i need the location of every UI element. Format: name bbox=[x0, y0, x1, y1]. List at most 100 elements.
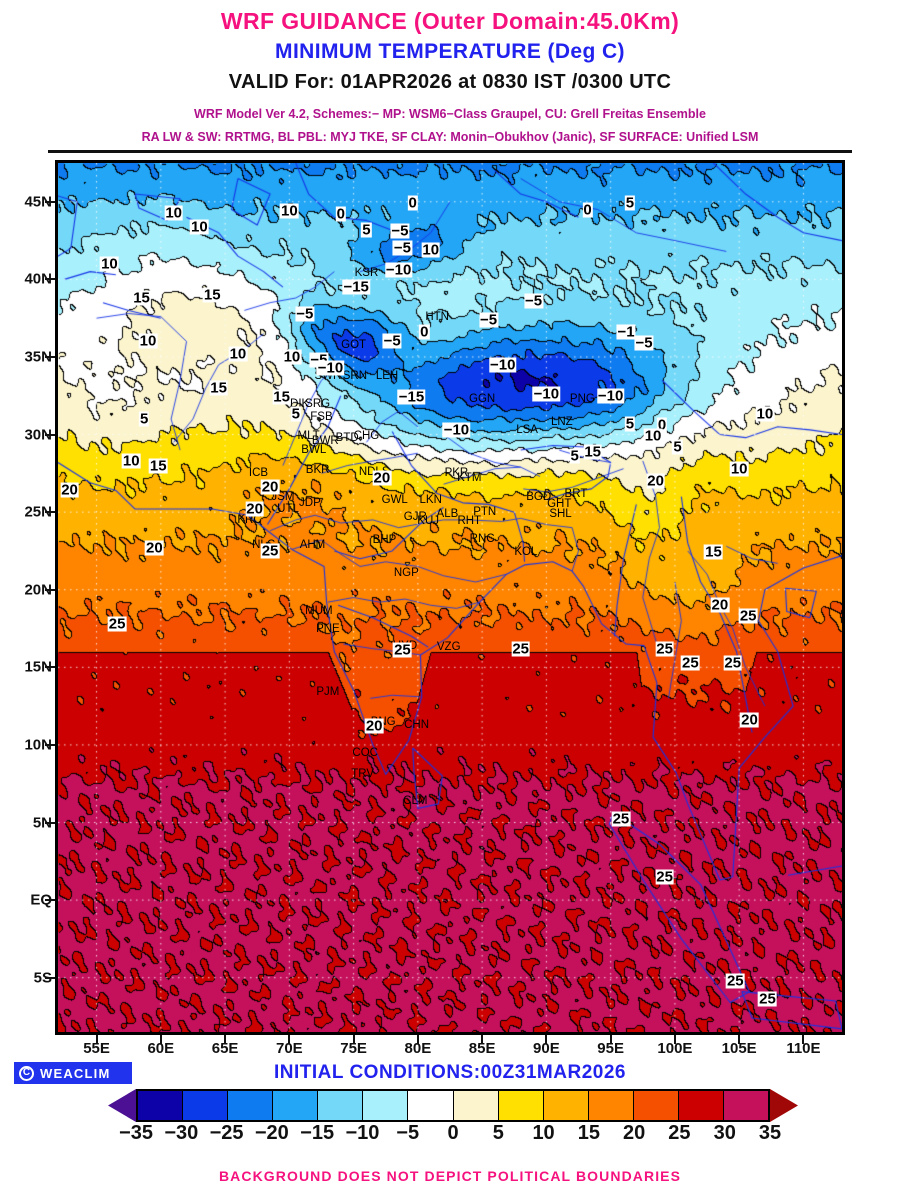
latitude-tick-mark bbox=[45, 278, 55, 281]
latitude-tick-label: 40N bbox=[24, 270, 52, 288]
colorbar-cell bbox=[588, 1091, 634, 1120]
initial-conditions-text: INITIAL CONDITIONS:00Z31MAR2026 bbox=[274, 1062, 626, 1083]
longitude-tick-label: 55E bbox=[83, 1040, 110, 1057]
colorbar-tick: 35 bbox=[758, 1122, 782, 1144]
longitude-tick-mark bbox=[95, 1035, 98, 1044]
city-label: PNE bbox=[316, 622, 340, 635]
colorbar-cell bbox=[633, 1091, 679, 1120]
city-label: GHT bbox=[547, 498, 572, 511]
weaclim-label: WEACLIM bbox=[40, 1065, 111, 1081]
colorbar-tick: −35 bbox=[119, 1122, 153, 1144]
latitude-tick-label: 5N bbox=[32, 814, 52, 831]
temperature-map[interactable]: KSR HTN GOT SRN LEH GGN SWR DIK SRG FSB MLT BWR BTD C… bbox=[55, 160, 845, 1035]
latitude-tick-label: 5S bbox=[33, 969, 52, 987]
contour-label: 10 bbox=[121, 452, 141, 470]
contour-label: 15 bbox=[202, 286, 222, 304]
colorbar-cell bbox=[228, 1091, 274, 1120]
valid-time-text: VALID For: 01APR2026 at 0830 IST /0300 U… bbox=[228, 71, 672, 93]
city-label: BTD bbox=[335, 431, 359, 444]
city-label: AHM bbox=[299, 538, 326, 551]
contour-label: 15 bbox=[209, 379, 228, 397]
contour-label: 10 bbox=[421, 241, 441, 259]
latitude-tick-mark bbox=[45, 976, 55, 979]
colorbar-tick: −20 bbox=[254, 1122, 289, 1144]
contour-label: −5 bbox=[390, 222, 410, 240]
contour-label: 5 bbox=[569, 447, 580, 465]
contour-label: 25 bbox=[107, 615, 127, 633]
city-label: RHT bbox=[457, 515, 482, 528]
longitude-tick-mark bbox=[609, 1035, 612, 1044]
city-label: MLT bbox=[297, 430, 320, 443]
city-label: GGN bbox=[469, 392, 496, 405]
colorbar-tick: 20 bbox=[623, 1122, 646, 1144]
longitude-tick-label: 110E bbox=[786, 1040, 821, 1057]
contour-label: 5 bbox=[138, 410, 150, 428]
contour-label: 10 bbox=[282, 348, 302, 366]
contour-label: 10 bbox=[138, 332, 158, 350]
longitude-tick-mark bbox=[224, 1035, 227, 1044]
model-scheme-line-2: RA LW & SW: RRTMG, BL PBL: MYJ TKE, SF C… bbox=[141, 130, 759, 144]
city-label: ICB bbox=[248, 467, 269, 480]
city-label: KTM bbox=[457, 472, 482, 484]
city-label: RNC bbox=[469, 532, 495, 545]
latitude-tick-mark bbox=[45, 666, 55, 669]
contour-label: 20 bbox=[260, 478, 280, 496]
city-label: SRN bbox=[342, 369, 368, 382]
weaclim-brand-badge[interactable]: C WEACLIM bbox=[14, 1062, 132, 1084]
contour-label: 10 bbox=[755, 405, 775, 423]
city-label: BWR bbox=[311, 434, 339, 447]
city-label: FSB bbox=[310, 411, 333, 424]
city-label: LEH bbox=[375, 369, 399, 382]
contour-label: 0 bbox=[419, 323, 430, 341]
city-label: SHL bbox=[549, 507, 572, 520]
contour-label: 10 bbox=[228, 345, 248, 363]
colorbar-tick: −15 bbox=[300, 1122, 335, 1144]
contour-label: 10 bbox=[280, 202, 299, 220]
contour-label: 15 bbox=[272, 388, 291, 406]
longitude-tick-mark bbox=[802, 1035, 805, 1044]
contour-label: 0 bbox=[656, 416, 668, 434]
disclaimer-note: BACKGROUND DOES NOT DEPICT POLITICAL BOU… bbox=[218, 1168, 682, 1184]
temperature-colorbar[interactable] bbox=[108, 1089, 798, 1122]
colorbar-tick: 30 bbox=[713, 1122, 736, 1144]
contour-label: 25 bbox=[511, 640, 531, 658]
city-label: COC bbox=[352, 746, 378, 759]
city-label: CLM bbox=[403, 794, 428, 807]
contour-label: 5 bbox=[624, 194, 636, 212]
contour-label: −5 bbox=[478, 311, 499, 329]
colorbar-cell bbox=[724, 1091, 769, 1120]
contour-label: −5 bbox=[392, 239, 412, 257]
contour-label: 25 bbox=[723, 654, 743, 672]
longitude-tick-mark bbox=[673, 1035, 676, 1044]
page-title: WRF GUIDANCE (Outer Domain:45.0Km) bbox=[220, 8, 680, 34]
city-label: KSR bbox=[354, 267, 379, 280]
city-label: LKN bbox=[419, 493, 442, 506]
colorbar-cell bbox=[498, 1091, 544, 1120]
colorbar-cells bbox=[136, 1089, 770, 1122]
map-raster bbox=[58, 163, 842, 1032]
city-label: BRT bbox=[564, 487, 588, 500]
city-label: KUJ bbox=[417, 515, 440, 528]
longitude-tick-mark bbox=[288, 1035, 291, 1044]
contour-label: 20 bbox=[740, 711, 759, 729]
city-label: MUM bbox=[305, 605, 333, 618]
city-label: SRG bbox=[305, 397, 331, 410]
copyright-icon: C bbox=[19, 1065, 34, 1081]
contour-label: 10 bbox=[729, 460, 749, 478]
latitude-tick-label: 10N bbox=[24, 736, 52, 754]
city-label: ALB bbox=[436, 507, 459, 520]
longitude-tick-label: 100E bbox=[657, 1040, 693, 1057]
city-label: PJM bbox=[316, 686, 340, 699]
city-label: BGD bbox=[526, 490, 552, 503]
city-label: JDP bbox=[299, 496, 321, 509]
colorbar-cell bbox=[678, 1091, 725, 1120]
contour-label: 15 bbox=[132, 289, 151, 307]
contour-label: 10 bbox=[100, 255, 119, 273]
contour-label: 15 bbox=[583, 443, 602, 461]
colorbar-tick: 10 bbox=[532, 1122, 555, 1144]
model-scheme-line-1: WRF Model Ver 4.2, Schemes:− MP: WSM6−Cl… bbox=[194, 107, 706, 121]
city-label: KRC bbox=[237, 513, 262, 526]
contour-label: −5 bbox=[523, 292, 544, 310]
colorbar-above-max-arrow bbox=[770, 1089, 798, 1122]
longitude-tick-label: 75E bbox=[340, 1040, 367, 1057]
